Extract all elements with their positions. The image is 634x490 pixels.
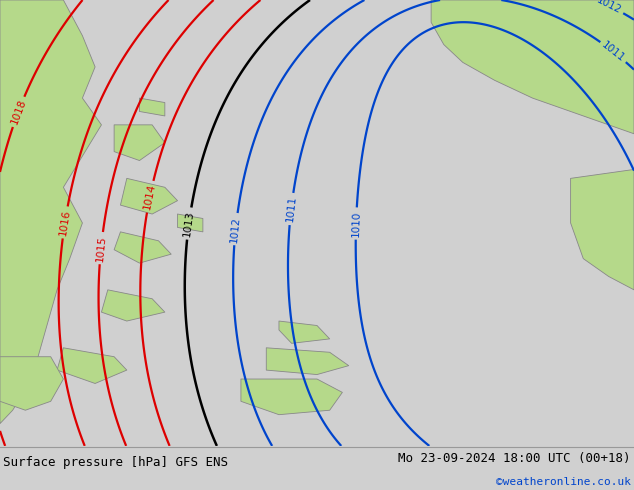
Text: 1013: 1013: [182, 210, 196, 237]
Text: 1014: 1014: [143, 183, 157, 211]
Text: 1018: 1018: [9, 98, 28, 126]
Text: 1011: 1011: [600, 40, 627, 64]
Text: Surface pressure [hPa] GFS ENS: Surface pressure [hPa] GFS ENS: [3, 456, 228, 469]
Text: ©weatheronline.co.uk: ©weatheronline.co.uk: [496, 477, 631, 487]
Text: 1015: 1015: [94, 235, 107, 262]
Text: 1012: 1012: [595, 0, 623, 16]
Text: 1010: 1010: [351, 210, 361, 237]
Text: 1012: 1012: [230, 216, 242, 243]
Text: 1011: 1011: [285, 196, 298, 222]
Text: 1016: 1016: [58, 209, 72, 236]
Text: Mo 23-09-2024 18:00 UTC (00+18): Mo 23-09-2024 18:00 UTC (00+18): [398, 452, 631, 465]
